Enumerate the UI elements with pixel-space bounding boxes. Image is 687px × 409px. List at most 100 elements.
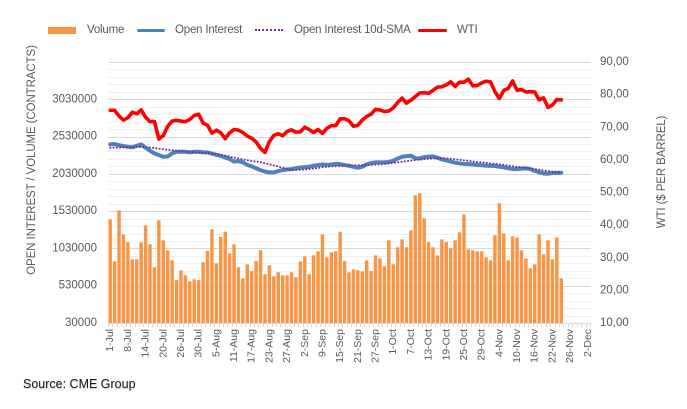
legend-label-open-interest: Open Interest xyxy=(175,24,243,36)
volume-bar xyxy=(121,234,126,323)
volume-bar xyxy=(316,251,320,323)
volume-bar xyxy=(192,279,196,323)
y-right-tick-label: 30,00 xyxy=(600,252,629,264)
volume-bar xyxy=(475,251,479,323)
y-right-tick-label: 60,00 xyxy=(600,154,629,166)
legend-item-open-interest: Open Interest xyxy=(137,22,242,38)
volume-bar xyxy=(444,242,449,323)
x-tick-label: 7-Oct xyxy=(405,329,417,355)
volume-bar xyxy=(537,234,541,323)
volume-bar xyxy=(448,248,453,323)
y-left-tick-label: 3030000 xyxy=(52,93,97,105)
volume-bar xyxy=(320,234,325,323)
x-tick-label: 26-Jul xyxy=(175,329,187,358)
volume-bar xyxy=(135,259,139,323)
volume-bar xyxy=(143,225,148,323)
volume-bar xyxy=(126,242,130,323)
volume-bar xyxy=(272,276,276,323)
x-tick-label: 11-Aug xyxy=(228,329,240,362)
y-right-tick-label: 70,00 xyxy=(600,121,629,133)
x-tick-label: 20-Jul xyxy=(157,329,169,358)
volume-bar xyxy=(555,237,559,323)
volume-bar xyxy=(484,257,488,323)
x-tick-label: 16-Nov xyxy=(529,328,541,363)
x-tick-label: 15-Sep xyxy=(334,329,346,363)
volume-bar xyxy=(201,262,205,323)
volume-bar xyxy=(497,203,502,323)
volume-bar xyxy=(325,257,329,323)
volume-bar xyxy=(108,219,112,323)
wti-line xyxy=(108,77,564,155)
x-tick-label: 21-Sep xyxy=(352,329,364,363)
legend-label-open-interest-sma: Open Interest 10d-SMA xyxy=(294,24,411,36)
volume-bar xyxy=(117,210,121,323)
y-right-tick-label: 40,00 xyxy=(600,219,629,231)
volume-bar xyxy=(148,244,152,323)
volume-bar xyxy=(395,247,400,323)
volume-bar xyxy=(382,266,387,323)
x-tick-label: 10-Nov xyxy=(511,328,523,363)
legend-swatch-volume xyxy=(48,26,76,34)
y-left-tick-label: 1030000 xyxy=(52,242,97,254)
source-note: Source: CME Group xyxy=(23,377,136,391)
volume-bar xyxy=(179,270,183,323)
x-tick-label: 29-Oct xyxy=(476,329,488,361)
x-tick-label: 17-Aug xyxy=(246,329,258,363)
volume-bar xyxy=(303,256,307,323)
volume-bar xyxy=(205,250,210,323)
volume-bar xyxy=(546,240,550,323)
volume-bar xyxy=(210,229,214,323)
volume-bar xyxy=(342,261,347,323)
volume-bar xyxy=(232,244,236,323)
volume-bar xyxy=(157,220,161,323)
x-tick-label: 30-Jul xyxy=(193,329,205,358)
open-interest-line xyxy=(108,142,564,176)
volume-bar xyxy=(373,255,378,323)
volume-bar xyxy=(285,275,289,323)
y-left-tick-label: 2530000 xyxy=(52,131,97,143)
volume-bar xyxy=(139,242,143,323)
volume-bar xyxy=(435,255,440,323)
y-right-tick-label: 50,00 xyxy=(600,187,629,199)
x-tick-label: 14-Jul xyxy=(140,329,152,358)
volume-bar xyxy=(457,232,462,323)
volume-bar xyxy=(510,236,515,323)
volume-bar xyxy=(387,240,391,323)
volume-bar xyxy=(506,260,510,323)
volume-bar xyxy=(329,252,334,323)
volume-bar xyxy=(369,271,373,323)
volume-bar xyxy=(479,251,484,323)
x-tick-label: 2-Sep xyxy=(299,329,311,357)
x-tick-label: 25-Oct xyxy=(458,329,470,361)
x-tick-label: 13-Oct xyxy=(423,329,435,361)
volume-bar xyxy=(418,193,422,323)
x-tick-label: 26-Nov xyxy=(564,328,576,363)
legend-swatch-wti xyxy=(418,28,447,32)
volume-bar xyxy=(165,250,170,323)
volume-bar xyxy=(502,233,506,323)
x-tick-label: 5-Aug xyxy=(210,329,222,357)
volume-bar xyxy=(294,277,298,323)
volume-bar xyxy=(188,281,192,323)
x-tick-label: 22-Nov xyxy=(546,328,558,363)
volume-bar xyxy=(258,250,263,323)
volume-bar xyxy=(152,267,157,323)
volume-bar xyxy=(400,239,404,323)
legend-item-volume: Volume xyxy=(48,22,124,38)
volume-bar xyxy=(422,218,426,323)
y-right-tick-label: 80,00 xyxy=(600,89,629,101)
volume-bar xyxy=(214,263,219,323)
volume-bar xyxy=(440,239,444,323)
volume-bar xyxy=(236,267,241,323)
volume-bar xyxy=(334,251,338,323)
volume-bar xyxy=(307,274,311,323)
volume-bar xyxy=(241,278,245,323)
volume-bars xyxy=(108,193,563,323)
y-left-tick-label: 30000 xyxy=(65,317,97,329)
volume-bar xyxy=(462,214,466,323)
volume-bar xyxy=(426,242,431,323)
volume-bar xyxy=(254,261,258,323)
y-axis-left-title: OPEN INTEREST / VOLUME (CONTRACTS) xyxy=(26,45,38,275)
volume-bar xyxy=(227,253,232,323)
